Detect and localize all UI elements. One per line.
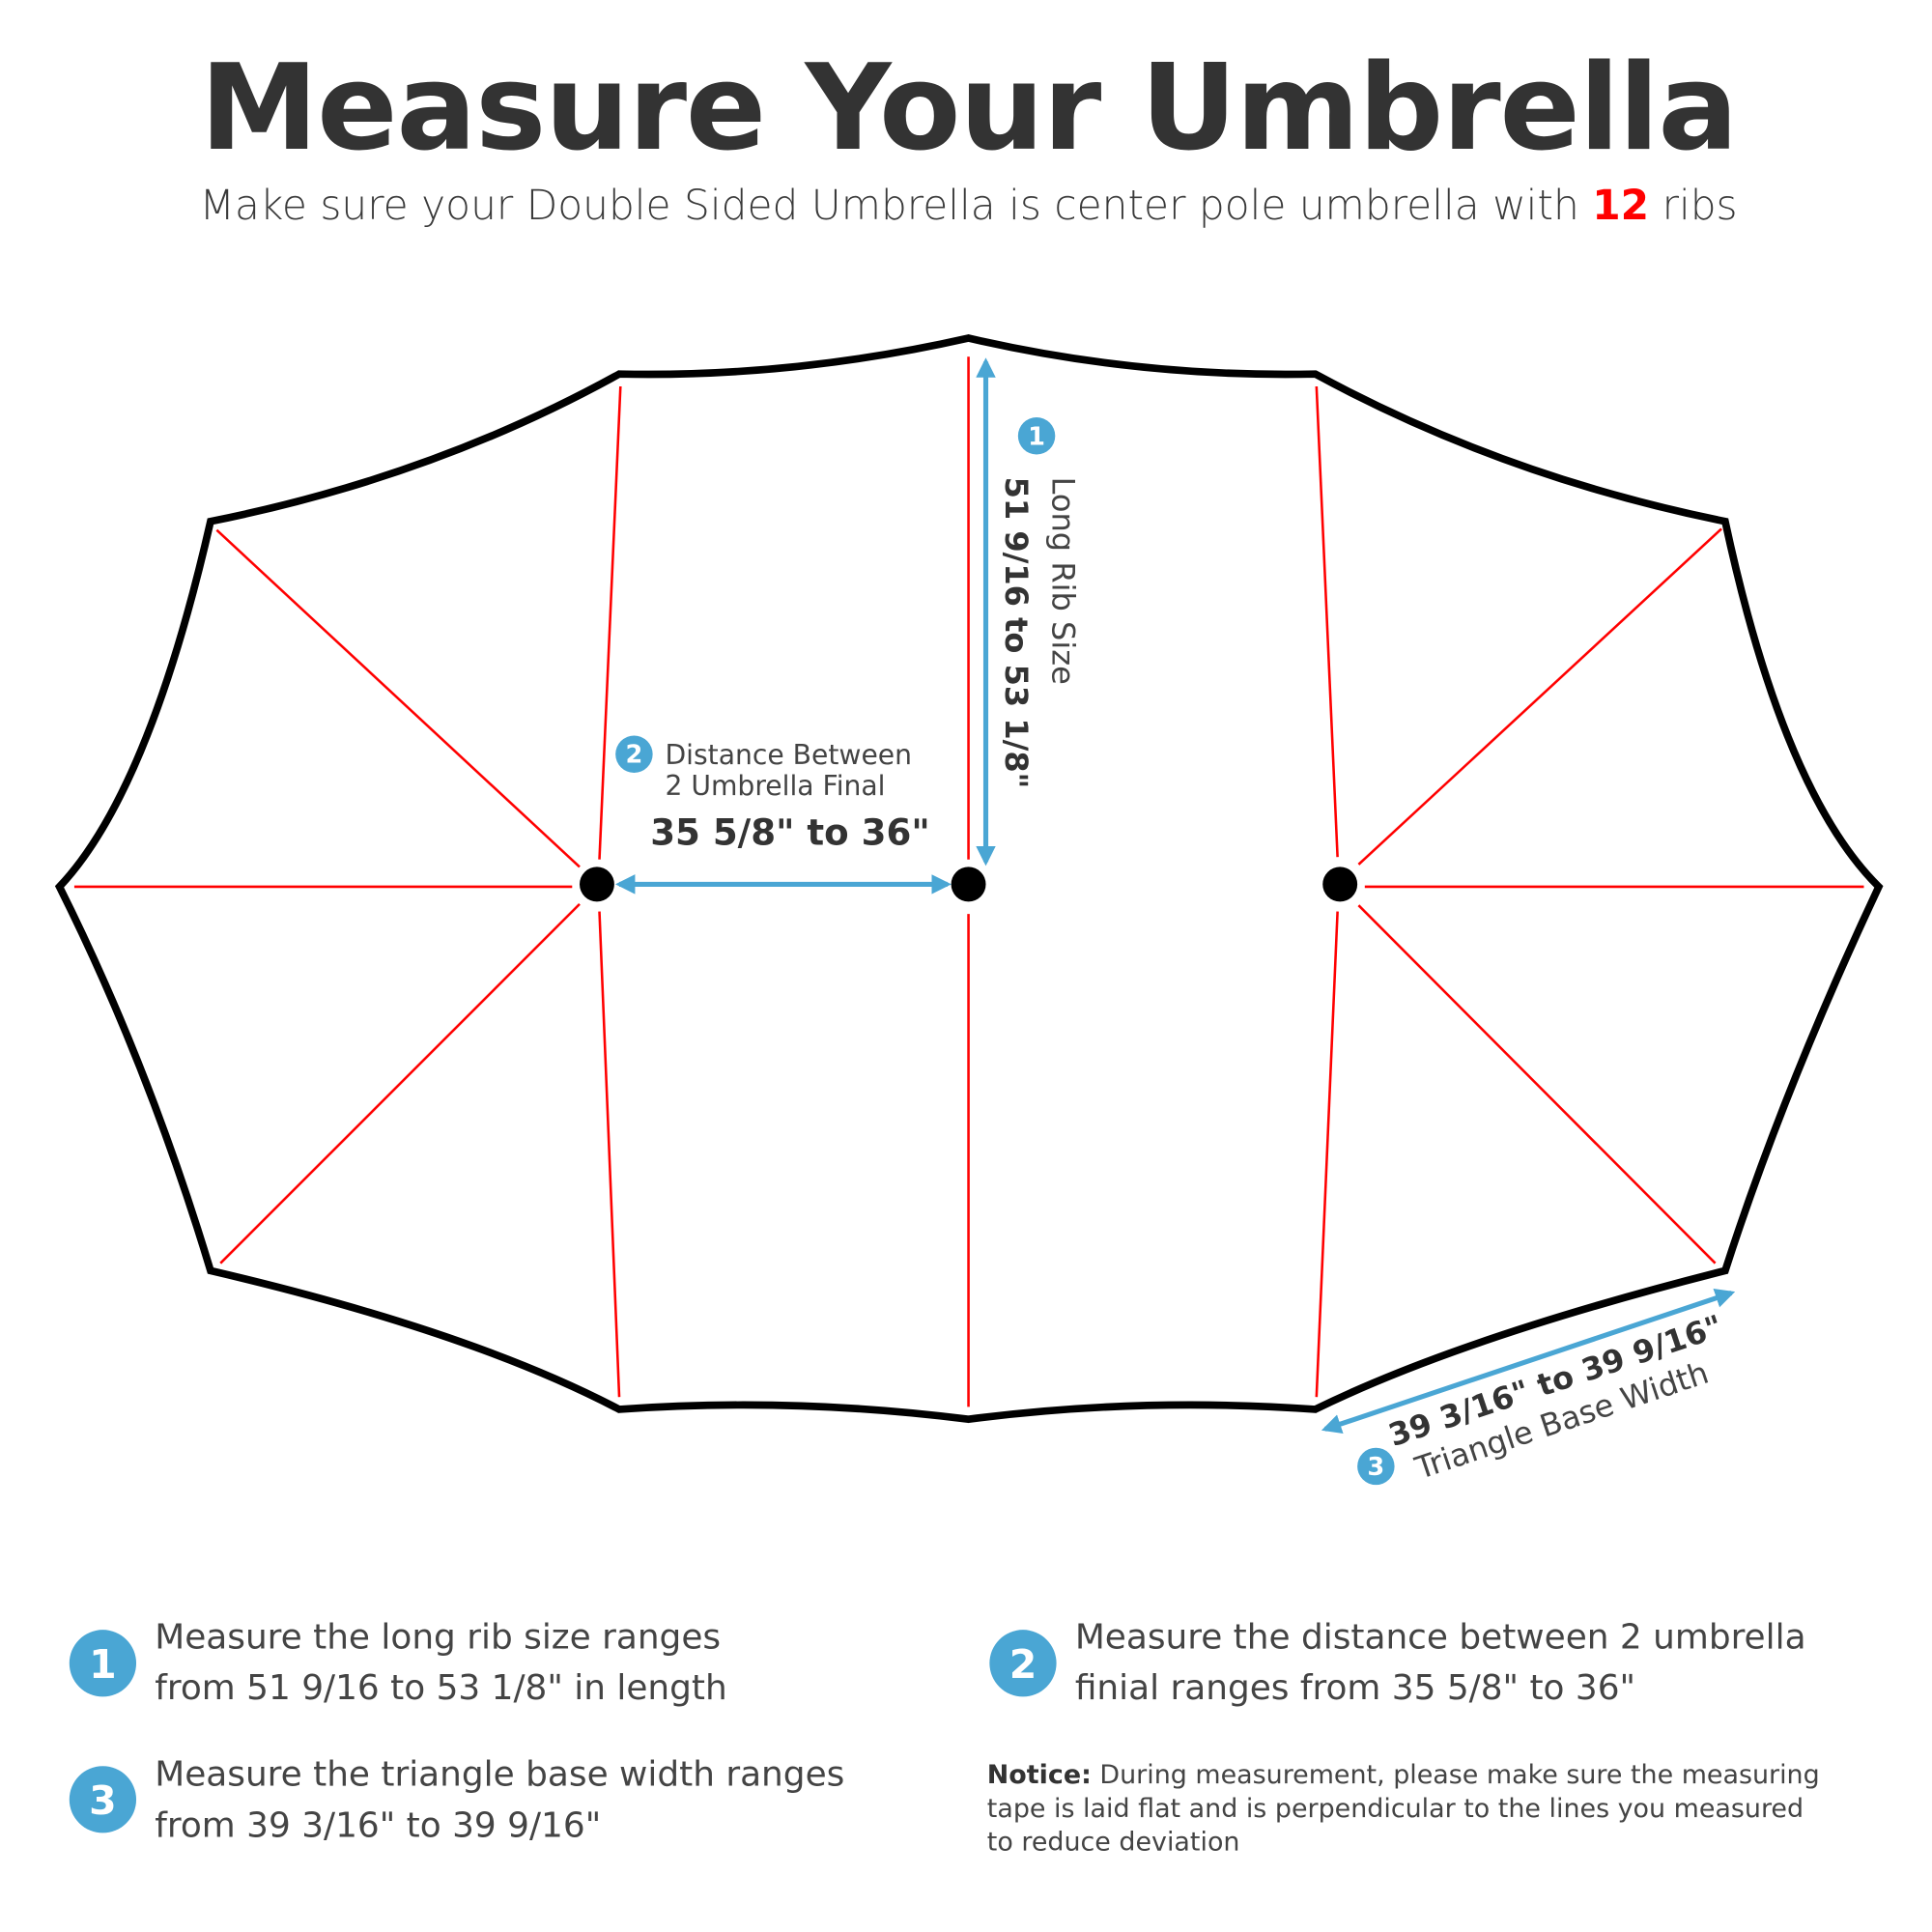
svg-text:Measure the long rib size rang: Measure the long rib size ranges (155, 1617, 721, 1657)
badge-1 (69, 1630, 137, 1697)
rib (1315, 911, 1339, 1398)
badge-3 (69, 1766, 137, 1833)
rib (1357, 527, 1722, 866)
finial-left (580, 867, 614, 902)
instruction-3: 3 Measure the triangle base width ranges… (69, 1755, 844, 1845)
svg-text:1: 1 (1028, 422, 1045, 451)
instruction-1: 1 Measure the long rib size ranges from … (69, 1617, 727, 1708)
ribs (73, 356, 1864, 1407)
svg-text:1: 1 (89, 1641, 117, 1688)
distance-label-line1: Distance Between (665, 739, 912, 771)
badge-2 (989, 1630, 1057, 1697)
long-rib-value: 51 9/16 to 53 1/8" (998, 477, 1035, 789)
rib (215, 528, 581, 868)
notice: Notice: During measurement, please make … (987, 1760, 1820, 1857)
distance-value: 35 5/8" to 36" (650, 810, 930, 853)
umbrella-canopy-outline (54, 334, 1884, 1424)
svg-text:Measure the distance between 2: Measure the distance between 2 umbrella (1075, 1617, 1806, 1657)
distance-label-line2: 2 Umbrella Final (665, 770, 885, 802)
page-title: Measure Your Umbrella (200, 40, 1737, 178)
triangle-base-arrow (1321, 1288, 1736, 1434)
svg-text:3: 3 (1367, 1453, 1384, 1482)
svg-text:from 51 9/16 to 53 1/8" in len: from 51 9/16 to 53 1/8" in length (155, 1668, 726, 1708)
rib-count-highlight: 12 (1592, 182, 1649, 229)
svg-text:to reduce deviation: to reduce deviation (987, 1827, 1240, 1857)
svg-text:Notice: During measurement, pl: Notice: During measurement, please make … (987, 1760, 1820, 1790)
badge-3-diagram: 3 (1357, 1447, 1395, 1486)
rib (598, 385, 622, 860)
svg-text:finial ranges from 35 5/8" to: finial ranges from 35 5/8" to 36" (1075, 1668, 1635, 1708)
long-rib-label: Long Rib Size (1045, 477, 1082, 685)
notice-label: Notice: (987, 1760, 1092, 1790)
subtitle: Make sure your Double Sided Umbrella is … (200, 182, 1738, 229)
finial-right (1322, 867, 1358, 902)
svg-text:2: 2 (625, 741, 642, 770)
svg-text:from 39 3/16" to 39 9/16": from 39 3/16" to 39 9/16" (155, 1805, 601, 1845)
svg-text:Measure the triangle base widt: Measure the triangle base width ranges (155, 1755, 844, 1795)
rib (219, 902, 581, 1264)
badge-1-diagram: 1 (1017, 417, 1056, 455)
rib (1357, 904, 1717, 1264)
rib (1315, 385, 1339, 858)
finial-center (951, 867, 986, 902)
instruction-2: 2 Measure the distance between 2 umbrell… (989, 1617, 1806, 1708)
svg-text:tape is laid flat and is perpe: tape is laid flat and is perpendicular t… (987, 1794, 1804, 1824)
svg-text:3: 3 (89, 1777, 117, 1824)
svg-text:2: 2 (1009, 1641, 1037, 1688)
rib (598, 911, 621, 1398)
badge-2-diagram: 2 (615, 735, 653, 773)
